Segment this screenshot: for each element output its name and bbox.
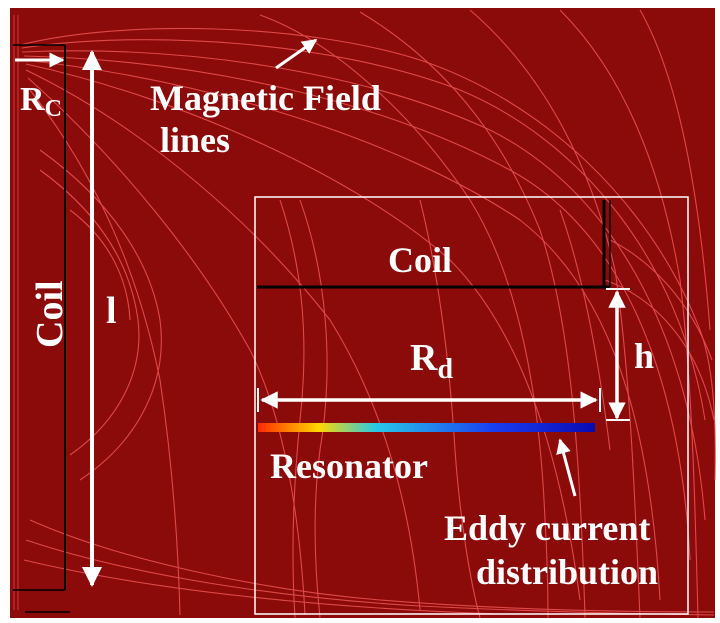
distribution-label: distribution [476,552,658,592]
magnetic-field-label: Magnetic Field [150,78,381,118]
rd-label: Rd [410,337,453,385]
coil-strip [13,44,70,613]
resonator-bar [258,423,595,432]
eddy-current-label: Eddy current [444,508,650,548]
inset-frame [254,196,689,615]
coil-inset-label: Coil [388,240,452,280]
inset-coil [257,200,611,289]
field-lines-arrow [275,38,318,70]
rc-label: RC [20,81,62,122]
lines-label: lines [160,120,230,160]
coil-vertical-label: Coil [29,280,71,348]
eddy-current-arrow [556,438,577,497]
resonator-label: Resonator [270,446,428,486]
length-label: l [106,290,117,332]
height-label: h [634,336,654,376]
